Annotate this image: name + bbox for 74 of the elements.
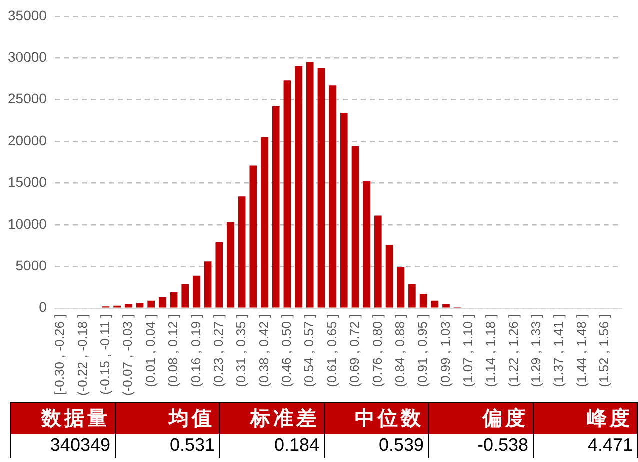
bar	[329, 86, 336, 308]
x-tick-label: (1.29 , 1.33 ]	[528, 314, 544, 388]
category-label: 中位数	[324, 402, 428, 434]
bar	[124, 304, 132, 308]
x-tick-label: (0.76 , 0.80 ]	[370, 314, 385, 388]
bar	[420, 294, 428, 308]
x-tick-label: (0.38 , 0.42 ]	[256, 314, 272, 388]
x-tick-label: (1.44 , 1.48 ]	[574, 314, 589, 388]
bar	[227, 222, 234, 308]
category-label: 数据量	[10, 402, 115, 434]
bar	[272, 106, 280, 308]
bar	[386, 244, 394, 308]
x-tick-label: (0.54 , 0.57 ]	[302, 314, 317, 388]
bar	[397, 267, 405, 308]
bar	[261, 137, 268, 308]
data-label: 0.539	[324, 434, 428, 458]
bar	[352, 146, 360, 308]
category-label: 偏度	[428, 402, 533, 434]
x-tick-label: (0.69 , 0.72 ]	[347, 314, 362, 388]
bar	[250, 166, 258, 308]
x-tick-label: (0.61 , 0.65 ]	[324, 314, 340, 388]
y-tick-label: 10000	[8, 216, 48, 232]
bar	[363, 182, 370, 308]
bar	[431, 300, 439, 308]
x-tick-label: (1.14 , 1.18 ]	[483, 314, 498, 388]
bar	[216, 242, 224, 308]
bar	[170, 292, 178, 308]
data-label: -0.538	[428, 434, 533, 458]
bar	[193, 276, 200, 308]
x-tick-label: (0.91 , 0.95 ]	[415, 314, 430, 388]
y-tick-label: 15000	[8, 174, 48, 190]
y-tick-label: 25000	[8, 90, 48, 107]
bar	[238, 196, 246, 308]
bar	[408, 284, 416, 308]
y-tick-label: 20000	[8, 132, 48, 148]
x-tick-label: (0.16 , 0.19 ]	[188, 314, 204, 388]
x-tick-label: (0.08 , 0.12 ]	[166, 314, 181, 388]
y-tick-label: 5000	[16, 258, 48, 274]
x-tick-label: (0.23 , 0.27 ]	[210, 314, 226, 388]
x-tick-label: (0.84 , 0.88 ]	[392, 314, 408, 388]
y-tick-label: 35000	[8, 7, 48, 24]
data-label: 340349	[10, 434, 115, 458]
bar	[374, 216, 382, 308]
x-tick-label: (1.37 , 1.41 ]	[551, 314, 566, 388]
bar	[295, 66, 302, 308]
x-tick-label: (-0.07 , -0.03 ]	[120, 314, 136, 396]
bar	[284, 80, 292, 308]
y-tick-label: 0	[39, 299, 48, 316]
x-tick-label: (0.99 , 1.03 ]	[438, 314, 453, 388]
x-tick-label: (1.07 , 1.10 ]	[460, 314, 476, 388]
x-tick-label: (1.22 , 1.26 ]	[506, 314, 521, 388]
x-tick-label: (-0.22 , -0.18 ]	[74, 314, 90, 396]
category-label: 标准差	[220, 402, 324, 434]
bar	[340, 113, 348, 308]
x-tick-label: (-0.15 , -0.11 ]	[98, 314, 113, 396]
category-label: 均值	[115, 402, 220, 434]
bar	[159, 298, 166, 308]
bar	[182, 284, 190, 308]
category-label: 峰度	[533, 402, 638, 434]
data-label: 0.531	[115, 434, 220, 458]
y-tick-label: 30000	[8, 48, 48, 65]
x-tick-label: (0.01 , 0.04 ]	[142, 314, 158, 388]
x-tick-label: (0.46 , 0.50 ]	[279, 314, 294, 388]
x-tick-label: (1.52 , 1.56 ]	[596, 314, 612, 388]
bar	[442, 304, 450, 308]
x-tick-label: [-0.30 , -0.26 ]	[52, 314, 68, 396]
bar	[204, 262, 212, 308]
bar	[136, 303, 144, 308]
data-label: 0.184	[220, 434, 324, 458]
bar	[318, 68, 326, 308]
bar	[306, 62, 314, 308]
bar	[148, 300, 155, 308]
data-label: 4.471	[533, 434, 638, 458]
x-tick-label: (0.31 , 0.35 ]	[234, 314, 249, 388]
